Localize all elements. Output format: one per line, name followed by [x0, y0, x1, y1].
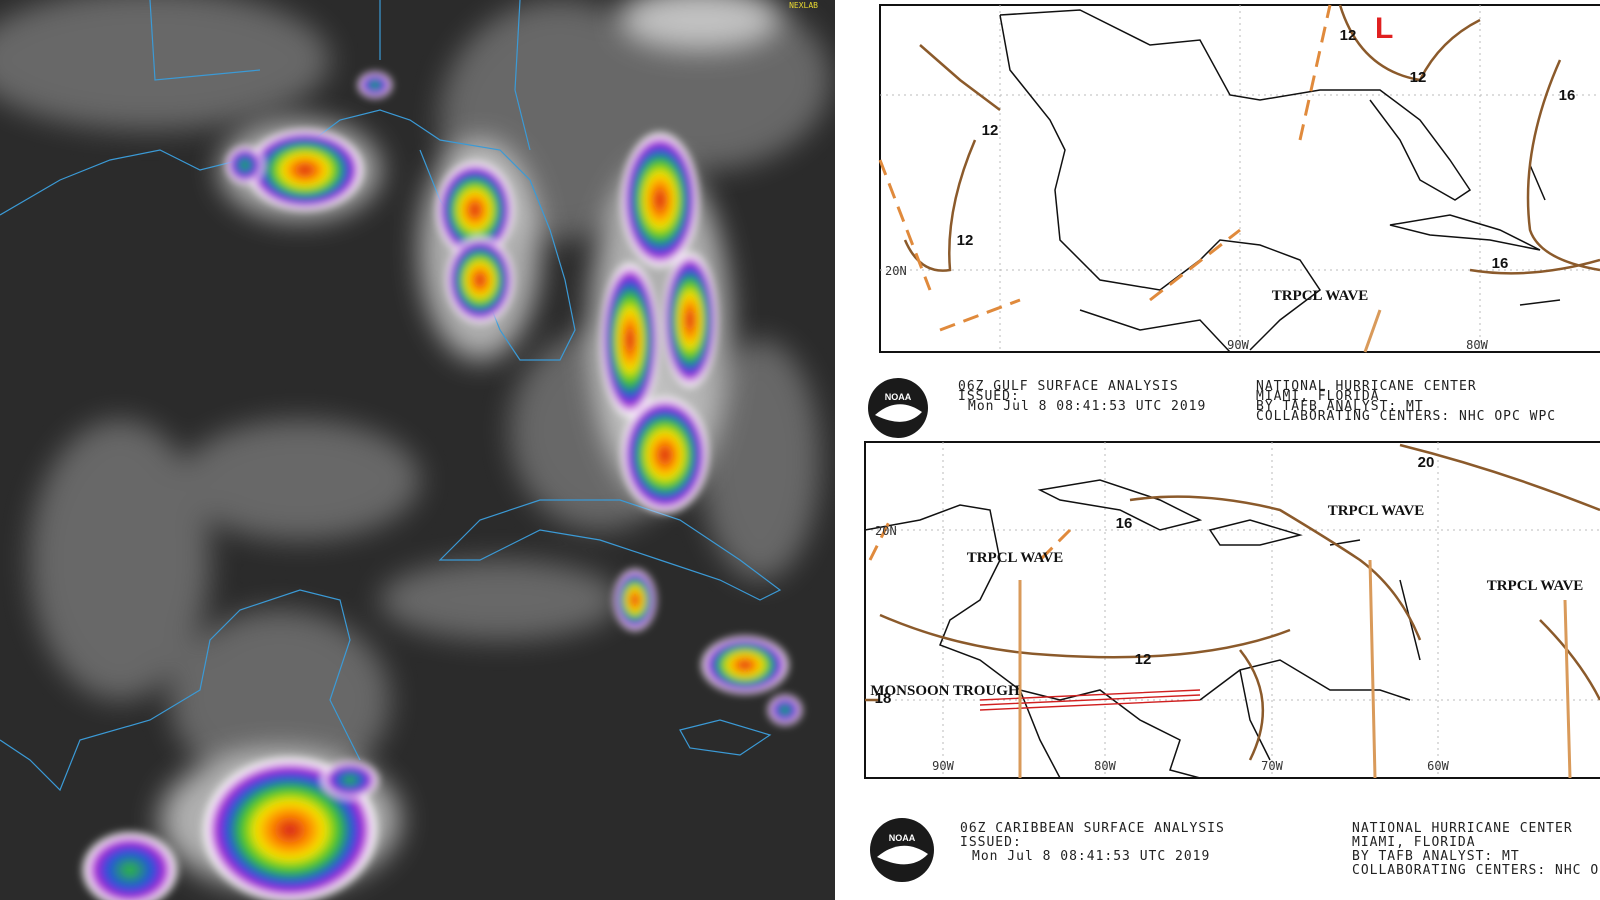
isobar-label: 16	[1116, 515, 1133, 532]
lon-label: 60W	[1427, 759, 1449, 773]
satellite-label: NEXLAB	[789, 1, 818, 10]
wave-label: TRPCL WAVE	[967, 550, 1064, 566]
isobar-label: 20	[1418, 454, 1435, 471]
lon-label: 90W	[932, 759, 954, 773]
caption-time: Mon Jul 8 08:41:53 UTC 2019	[968, 399, 1206, 414]
lon-label: 90W	[1227, 338, 1249, 352]
wave-label: TRPCL WAVE	[1487, 578, 1584, 594]
caption-issued: ISSUED:	[958, 389, 1020, 404]
isobar-label: 12	[1135, 651, 1152, 668]
caption-time: Mon Jul 8 08:41:53 UTC 2019	[972, 849, 1210, 864]
caption-title: 06Z GULF SURFACE ANALYSIS	[958, 379, 1179, 394]
caption-analyst: BY TAFB ANALYST: MT	[1352, 849, 1520, 864]
isobar-label: 16	[1559, 87, 1576, 104]
gulf-caption: NOAA 06Z GULF SURFACE ANALYSIS ISSUED: M…	[868, 378, 1556, 438]
caption-center: NATIONAL HURRICANE CENTER	[1256, 379, 1477, 394]
lat-label: 20N	[875, 524, 897, 538]
isobar-label: 12	[982, 122, 999, 139]
lon-label: 80W	[1466, 338, 1488, 352]
logo-text: NOAA	[889, 833, 916, 843]
gulf-map: L TRPCL WAVE 12 12 12 12 16 16 20N 90W 8…	[878, 4, 1600, 353]
trough-label: MONSOON TROUGH	[870, 683, 1020, 699]
caption-location: MIAMI, FLORIDA	[1256, 389, 1380, 404]
lon-label: 80W	[1094, 759, 1116, 773]
isobar-label: 12	[1410, 69, 1427, 86]
caption-analyst: BY TAFB ANALYST: MT	[1256, 399, 1424, 414]
lon-label: 70W	[1261, 759, 1283, 773]
caption-issued: ISSUED:	[960, 835, 1022, 850]
caption-location: MIAMI, FLORIDA	[1352, 835, 1476, 850]
caption-collab: COLLABORATING CENTERS: NHC OPC WPC	[1256, 409, 1556, 424]
lat-label: 20N	[885, 264, 907, 278]
isobar-label: 18	[875, 690, 892, 707]
caribbean-caption: NOAA 06Z CARIBBEAN SURFACE ANALYSIS ISSU…	[870, 818, 1600, 882]
isobar-label: 16	[1492, 255, 1509, 272]
logo-text: NOAA	[885, 392, 912, 402]
satellite-image: NEXLAB	[0, 0, 835, 900]
isobar-label: 12	[1340, 27, 1357, 44]
isobar-label: 12	[957, 232, 974, 249]
caption-center: NATIONAL HURRICANE CENTER	[1352, 821, 1573, 836]
caption-collab: COLLABORATING CENTERS: NHC OPC WPC	[1352, 863, 1600, 878]
wave-label: TRPCL WAVE	[1272, 288, 1369, 304]
wave-label: TRPCL WAVE	[1328, 503, 1425, 519]
low-label: L	[1375, 12, 1393, 45]
caption-title: 06Z CARIBBEAN SURFACE ANALYSIS	[960, 821, 1225, 836]
caribbean-map: TRPCL WAVE TRPCL WAVE TRPCL WAVE MONSOON…	[864, 441, 1600, 779]
